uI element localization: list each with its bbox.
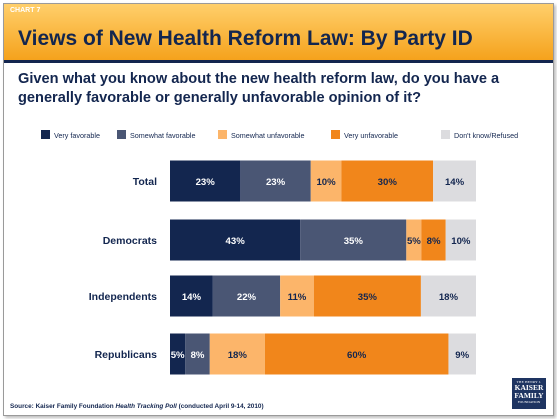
bar-segment-democrats-very-favorable [170,219,301,261]
bar-segment-democrats-somewhat-unfavorable [406,219,422,261]
bar-segment-total-don-t-know-refused [433,160,476,202]
data-label-democrats-very-unfavorable: 8% [427,236,441,247]
legend-swatch-somewhat-unfavorable [218,130,227,139]
logo-line-4: FOUNDATION [517,400,541,404]
bar-segment-independents-don-t-know-refused [420,275,476,317]
data-label-democrats-very-favorable: 43% [226,236,246,247]
kff-logo: THE HENRY J. KAISER FAMILY FOUNDATION [512,378,546,409]
category-label-independents: Independents [89,291,157,303]
data-label-republicans-don-t-know-refused: 9% [455,350,469,361]
bar-segment-democrats-very-unfavorable [421,219,446,261]
data-label-total-somewhat-unfavorable: 10% [316,177,336,188]
bar-segment-democrats-don-t-know-refused [445,219,476,261]
data-label-total-don-t-know-refused: 14% [445,177,465,188]
source-suffix: (conducted April 9-14, 2010) [176,403,264,410]
data-label-total-very-favorable: 23% [196,177,216,188]
bar-segment-total-somewhat-unfavorable [310,160,342,202]
bar-segment-republicans-somewhat-favorable [185,333,210,375]
data-label-republicans-very-unfavorable: 60% [347,350,367,361]
bar-segment-republicans-don-t-know-refused [448,333,476,375]
category-label-democrats: Democrats [103,235,157,247]
bar-segment-total-very-unfavorable [341,160,434,202]
data-label-total-somewhat-favorable: 23% [266,177,286,188]
source-prefix: Source: Kaiser Family Foundation [10,403,116,410]
bar-segment-total-very-favorable [170,160,241,202]
data-label-total-very-unfavorable: 30% [378,177,398,188]
logo-line-1: THE HENRY J. [516,380,542,384]
title-divider [4,60,553,63]
bar-segment-independents-somewhat-unfavorable [280,275,314,317]
category-label-republicans: Republicans [95,349,158,361]
data-label-independents-somewhat-unfavorable: 11% [288,292,307,303]
data-label-democrats-don-t-know-refused: 10% [451,236,471,247]
data-label-republicans-very-favorable: 5% [171,350,185,361]
legend-swatch-very-favorable [41,130,50,139]
data-label-independents-very-favorable: 14% [182,292,202,303]
survey-question: Given what you know about the new health… [18,71,500,106]
data-label-independents-very-unfavorable: 35% [358,292,378,303]
bar-segment-republicans-somewhat-unfavorable [209,333,265,375]
data-label-democrats-somewhat-favorable: 35% [344,236,364,247]
data-label-republicans-somewhat-favorable: 8% [191,350,205,361]
chart-frame: CHART 7 Views of New Health Reform Law: … [3,3,554,416]
chart-title: Views of New Health Reform Law: By Party… [18,27,473,50]
stacked-bar-chart: Very favorable Somewhat favorable Somewhat… [41,130,518,375]
bar-segment-republicans-very-favorable [170,333,186,375]
source-note: Source: Kaiser Family Foundation Health … [10,403,264,410]
legend-swatch-somewhat-favorable [117,130,126,139]
title-band [4,4,553,60]
legend-swatch-very-unfavorable [331,130,340,139]
bar-segment-total-somewhat-favorable [240,160,311,202]
source-poll-name: Health Tracking Poll [115,403,177,410]
bar-segment-democrats-somewhat-favorable [300,219,407,261]
legend-label-very-unfavorable: Very unfavorable [344,131,398,140]
legend-label-very-favorable: Very favorable [54,131,100,140]
data-label-independents-don-t-know-refused: 18% [439,292,459,303]
logo-line-2: KAISER [514,383,544,392]
bar-segment-republicans-very-unfavorable [264,333,449,375]
category-label-total: Total [133,176,157,188]
bar-segment-independents-very-favorable [170,275,213,317]
legend-label-don-t-know-refused: Don't know/Refused [454,131,518,140]
data-label-democrats-somewhat-unfavorable: 5% [407,236,421,247]
legend-label-somewhat-unfavorable: Somewhat unfavorable [231,131,305,140]
legend-label-somewhat-favorable: Somewhat favorable [130,131,196,140]
chart-number-label: CHART 7 [10,7,41,14]
data-label-independents-somewhat-favorable: 22% [237,292,257,303]
bar-segment-independents-very-unfavorable [313,275,421,317]
bar-segment-independents-somewhat-favorable [212,275,281,317]
legend-swatch-don-t-know-refused [441,130,450,139]
logo-line-3: FAMILY [514,391,544,400]
data-label-republicans-somewhat-unfavorable: 18% [228,350,248,361]
